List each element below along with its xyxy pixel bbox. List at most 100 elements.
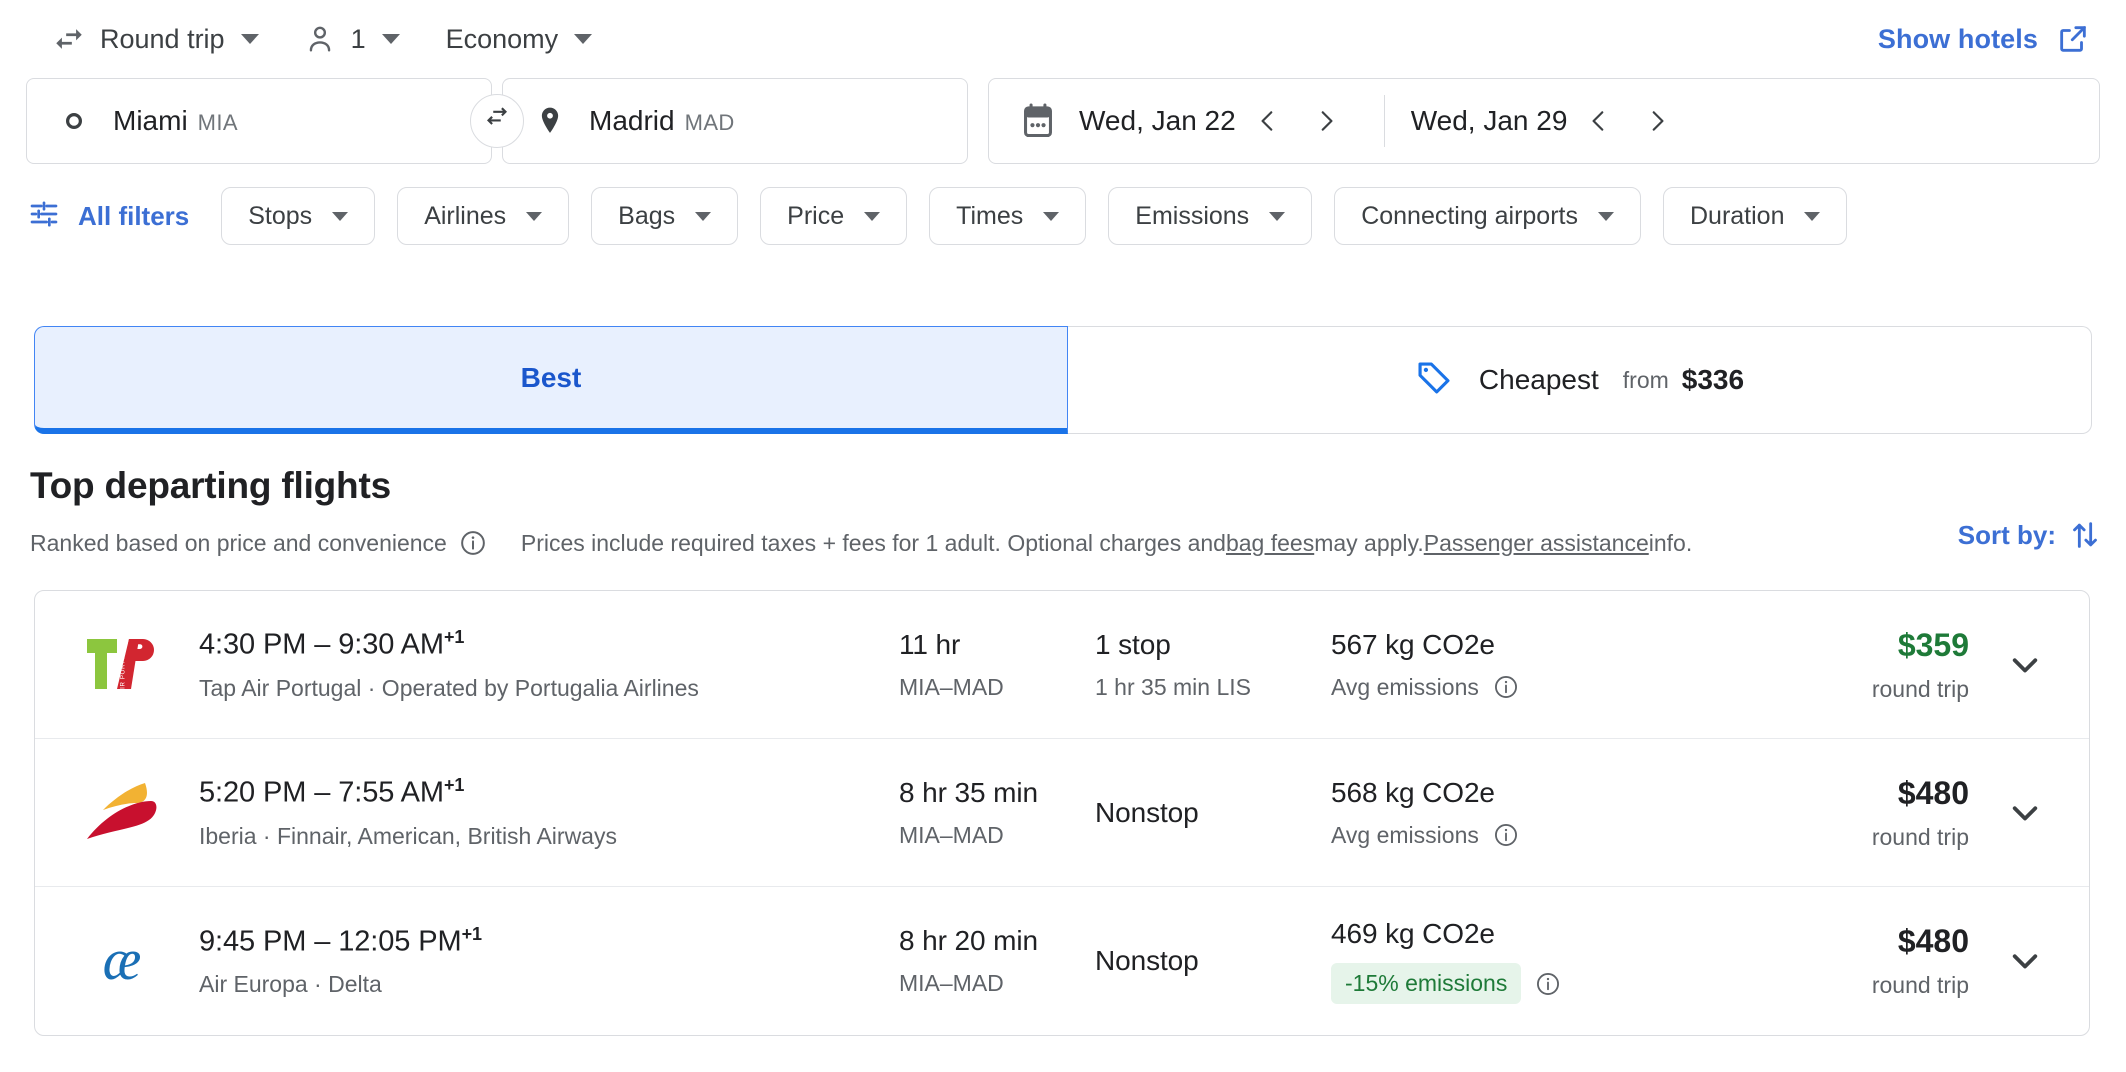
origin-city: Miami [113,105,188,136]
flight-route: MIA–MAD [899,970,1004,996]
iberia-logo [59,777,185,849]
filter-chip-emissions[interactable]: Emissions [1108,187,1313,245]
filter-chip-airlines[interactable]: Airlines [397,187,570,245]
filter-chip-connecting-airports[interactable]: Connecting airports [1334,187,1641,245]
chevron-down-icon[interactable] [1997,591,2053,739]
flight-price-column: $359 round trip [1872,591,1969,739]
destination-city: Madrid [589,105,675,136]
sort-by-button[interactable]: Sort by: [1958,518,2102,552]
flight-operator: Iberia · Finnair, American, British Airw… [199,822,617,849]
cabin-class-selector[interactable]: Economy [438,11,601,67]
table-row[interactable]: 5:20 PM – 7:55 AM+1 Iberia · Finnair, Am… [35,739,2089,887]
chevron-down-icon [332,211,349,221]
swap-arrows-icon [482,104,512,139]
chevron-down-icon [1269,211,1286,221]
filter-chip-airlines-label: Airlines [424,201,507,230]
cabin-class-label: Economy [445,23,559,54]
flight-price-column: $480 round trip [1872,887,1969,1035]
flight-emissions-note: Avg emissions [1331,673,1479,700]
flight-emissions: 567 kg CO2e [1331,628,1495,660]
flight-summary: 9:45 PM – 12:05 PM+1 Air Europa · Delta [199,924,899,999]
chevron-down-icon[interactable] [1997,887,2053,1035]
tune-icon [28,198,60,235]
tab-best[interactable]: Best [34,326,1068,434]
flight-route: MIA–MAD [899,673,1004,700]
flight-duration: 11 hr [899,628,961,660]
return-date-value[interactable]: Wed, Jan 29 [1410,105,1568,136]
chevron-down-icon[interactable] [1997,739,2053,887]
flight-emissions-column: 568 kg CO2e Avg emissions [1331,777,1761,849]
results-disclaimer: Ranked based on price and convenience Pr… [30,523,2096,563]
swap-horizontal-icon [52,22,86,56]
passenger-assistance-link[interactable]: Passenger assistance [1423,529,1649,556]
return-next-day-button[interactable] [1631,95,1683,147]
swap-origin-destination-button[interactable] [470,94,524,148]
flight-summary: 4:30 PM – 9:30 AM+1 Tap Air Portugal · O… [199,627,899,702]
day-offset: +1 [461,923,482,944]
filter-chip-duration[interactable]: Duration [1662,187,1848,245]
flight-price: $480 [1897,923,1969,959]
tap-air-portugal-logo: AIR PORTUGAL [59,629,185,701]
departure-prev-day-button[interactable] [1242,95,1294,147]
flight-stop-detail: 1 hr 35 min LIS [1095,673,1251,700]
filter-chip-stops[interactable]: Stops [221,187,376,245]
return-prev-day-button[interactable] [1573,95,1625,147]
status-badge: -15% emissions [1331,963,1522,1004]
flight-price-sub: round trip [1871,824,1969,850]
chevron-down-icon [526,211,543,221]
flight-duration: 8 hr 35 min [899,776,1038,808]
info-icon[interactable] [1493,822,1519,848]
filter-chip-connecting-airports-label: Connecting airports [1361,201,1578,230]
show-hotels-button[interactable]: Show hotels [1878,16,2090,62]
circle-outline-icon [57,109,91,133]
all-filters-button[interactable]: All filters [28,198,189,235]
flight-stops-column: Nonstop [1095,797,1331,829]
flight-operator: Air Europa · Delta [199,971,382,998]
tab-cheapest[interactable]: Cheapest from $336 [1068,326,2092,434]
air-europa-logo: æ [59,925,185,997]
table-row[interactable]: æ 9:45 PM – 12:05 PM+1 Air Europa · Delt… [35,887,2089,1035]
filter-chip-emissions-label: Emissions [1135,201,1250,230]
flight-times: 5:20 PM – 7:55 AM+1 [199,775,465,809]
flight-stops: Nonstop [1095,796,1199,828]
chevron-down-icon [695,211,712,221]
flight-times: 4:30 PM – 9:30 AM+1 [199,627,465,661]
chevron-down-icon [240,34,259,44]
trip-type-selector[interactable]: Round trip [44,11,267,67]
passenger-count-selector[interactable]: 1 [295,11,408,67]
departure-date-segment[interactable]: Wed, Jan 22 [1079,78,1352,164]
person-icon [303,22,337,56]
filter-chip-bags[interactable]: Bags [591,187,739,245]
svg-text:æ: æ [103,927,142,992]
open-in-new-icon [2056,22,2090,56]
info-icon[interactable] [1535,971,1561,997]
filter-chips-row: All filters Stops Airlines Bags Price Ti… [28,178,1869,254]
flight-route: MIA–MAD [899,821,1004,848]
filter-chip-duration-label: Duration [1689,201,1785,230]
flight-stops: 1 stop [1095,628,1171,660]
trip-options-bar: Round trip 1 Economy [0,0,2126,78]
filter-chip-price[interactable]: Price [760,187,908,245]
flight-price-column: $480 round trip [1872,739,1969,887]
departure-next-day-button[interactable] [1300,95,1352,147]
filter-chip-bags-label: Bags [618,201,676,230]
origin-input[interactable]: Miami MIA [26,78,492,164]
filter-chip-times[interactable]: Times [929,187,1087,245]
table-row[interactable]: AIR PORTUGAL 4:30 PM – 9:30 AM+1 Tap Air… [35,591,2089,739]
disclaimer-text-b: may apply. [1314,529,1424,556]
flight-price: $359 [1897,627,1969,663]
chevron-down-icon [1597,211,1614,221]
flight-emissions-note: Avg emissions [1331,821,1479,848]
return-date-segment[interactable]: Wed, Jan 29 [1411,78,1684,164]
flight-duration-column: 8 hr 20 min MIA–MAD [899,925,1095,997]
info-icon[interactable] [459,529,487,557]
info-icon[interactable] [1493,674,1519,700]
bag-fees-link[interactable]: bag fees [1225,529,1315,556]
tab-cheapest-from-label: from [1622,366,1669,393]
destination-input[interactable]: Madrid MAD [502,78,968,164]
flight-summary: 5:20 PM – 7:55 AM+1 Iberia · Finnair, Am… [199,775,899,850]
date-range-picker[interactable]: Wed, Jan 22 Wed, Jan 29 [988,78,2100,164]
departure-date-value[interactable]: Wed, Jan 22 [1079,105,1236,136]
flight-stops: Nonstop [1095,945,1199,976]
